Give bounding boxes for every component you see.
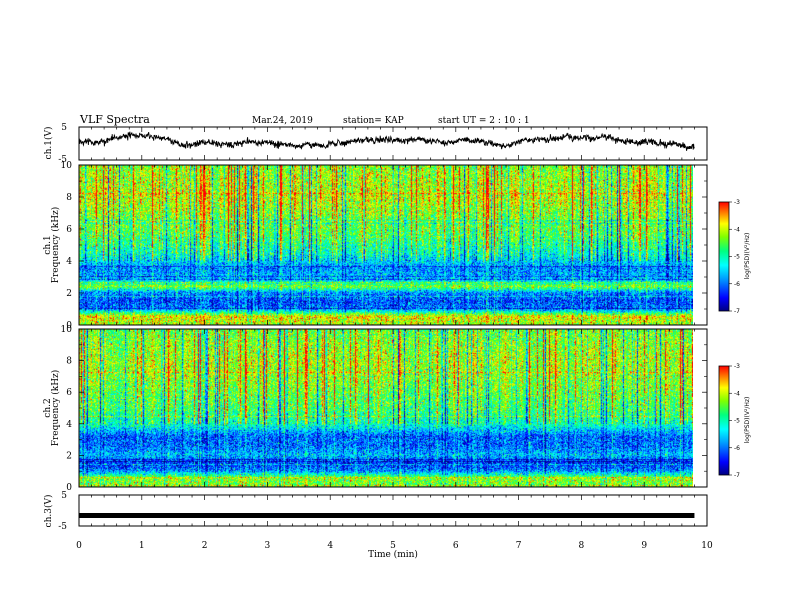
y-tick-label: 0 (66, 483, 72, 493)
ch2-spectrogram-ylabel: Frequency (kHz) (50, 370, 61, 447)
colorbar-tick-label: -6 (734, 281, 740, 288)
y-tick-label: 0 (66, 321, 72, 331)
ch1-spectrogram-image (79, 165, 693, 325)
y-tick-label: 6 (66, 388, 72, 398)
x-tick-label: 5 (390, 541, 396, 551)
ch1-ylabel: ch.1(V) (43, 127, 54, 160)
ch1-spectrogram-channel-label: ch.1 (43, 235, 53, 254)
colorbar-tick-label: -7 (734, 472, 740, 479)
x-tick-label: 10 (701, 541, 713, 551)
y-tick-label: 4 (66, 257, 72, 267)
station-label: station= KAP (343, 116, 404, 126)
ch2-colorbar-label: log(PSD)(V²/Hz) (744, 397, 751, 444)
ch1-ytick-top: 5 (61, 123, 67, 133)
ch3-ytick-bottom: -5 (58, 522, 67, 532)
y-tick-label: 2 (66, 451, 72, 461)
colorbar-tick-label: -7 (734, 308, 740, 315)
x-tick-label: 9 (641, 541, 647, 551)
y-tick-label: 4 (66, 420, 72, 430)
ch1-waveform-line (78, 131, 695, 151)
ch1-colorbar-label: log(PSD)(V²/Hz) (744, 233, 751, 280)
colorbar-tick-label: -4 (734, 390, 740, 397)
ch1-spectrogram-ylabel: Frequency (kHz) (50, 207, 61, 284)
start-time-label: start UT = 2 : 10 : 1 (438, 116, 530, 126)
y-tick-label: 2 (66, 289, 72, 299)
ch1-waveform-panel: 5 -5 ch.1(V) (43, 123, 708, 165)
x-tick-label: 6 (453, 541, 459, 551)
ch1-ytick-bottom: -5 (58, 155, 67, 165)
colorbar-tick-label: -3 (734, 363, 740, 370)
time-axis-ticks (78, 127, 708, 526)
x-tick-label: 0 (76, 541, 82, 551)
colorbar-tick-label: -4 (734, 226, 740, 233)
ch3-waveform-panel: 5 -5 ch.3(V) (43, 491, 708, 532)
x-tick-label: 3 (265, 541, 271, 551)
x-tick-label: 1 (139, 541, 145, 551)
time-axis-label: Time (min) (368, 549, 418, 560)
figure-title: VLF Spectra (79, 113, 150, 126)
ch2-colorbar-ticks: -3 -4 -5 -6 -7 (729, 363, 740, 479)
ch2-colorbar (718, 365, 730, 476)
time-axis-tick-labels: 0 1 2 3 4 5 6 7 8 9 10 (76, 541, 713, 551)
colorbar-tick-label: -6 (734, 445, 740, 452)
ch1-colorbar-ticks: -3 -4 -5 -6 -7 (729, 199, 740, 315)
y-tick-label: 10 (61, 325, 73, 335)
y-tick-label: 6 (66, 225, 72, 235)
colorbar-tick-label: -5 (734, 254, 740, 261)
ch3-ytick-top: 5 (61, 491, 67, 501)
ch2-spectrogram-image (79, 329, 693, 487)
colorbar-tick-label: -5 (734, 418, 740, 425)
x-tick-label: 2 (202, 541, 208, 551)
y-tick-label: 8 (66, 357, 72, 367)
ch2-spectrogram-yticks: 0 2 4 6 8 10 (61, 325, 707, 493)
x-tick-label: 4 (327, 541, 333, 551)
ch3-ylabel: ch.3(V) (43, 495, 54, 528)
ch1-spectrogram-yticks: 0 2 4 6 8 10 (61, 161, 707, 331)
ch2-spectrogram-channel-label: ch.2 (43, 398, 53, 417)
y-tick-label: 10 (61, 161, 73, 171)
ch1-colorbar (718, 201, 730, 312)
y-tick-label: 8 (66, 193, 72, 203)
x-tick-label: 8 (579, 541, 585, 551)
x-tick-label: 7 (516, 541, 522, 551)
date-label: Mar.24, 2019 (252, 116, 313, 126)
colorbar-tick-label: -3 (734, 199, 740, 206)
